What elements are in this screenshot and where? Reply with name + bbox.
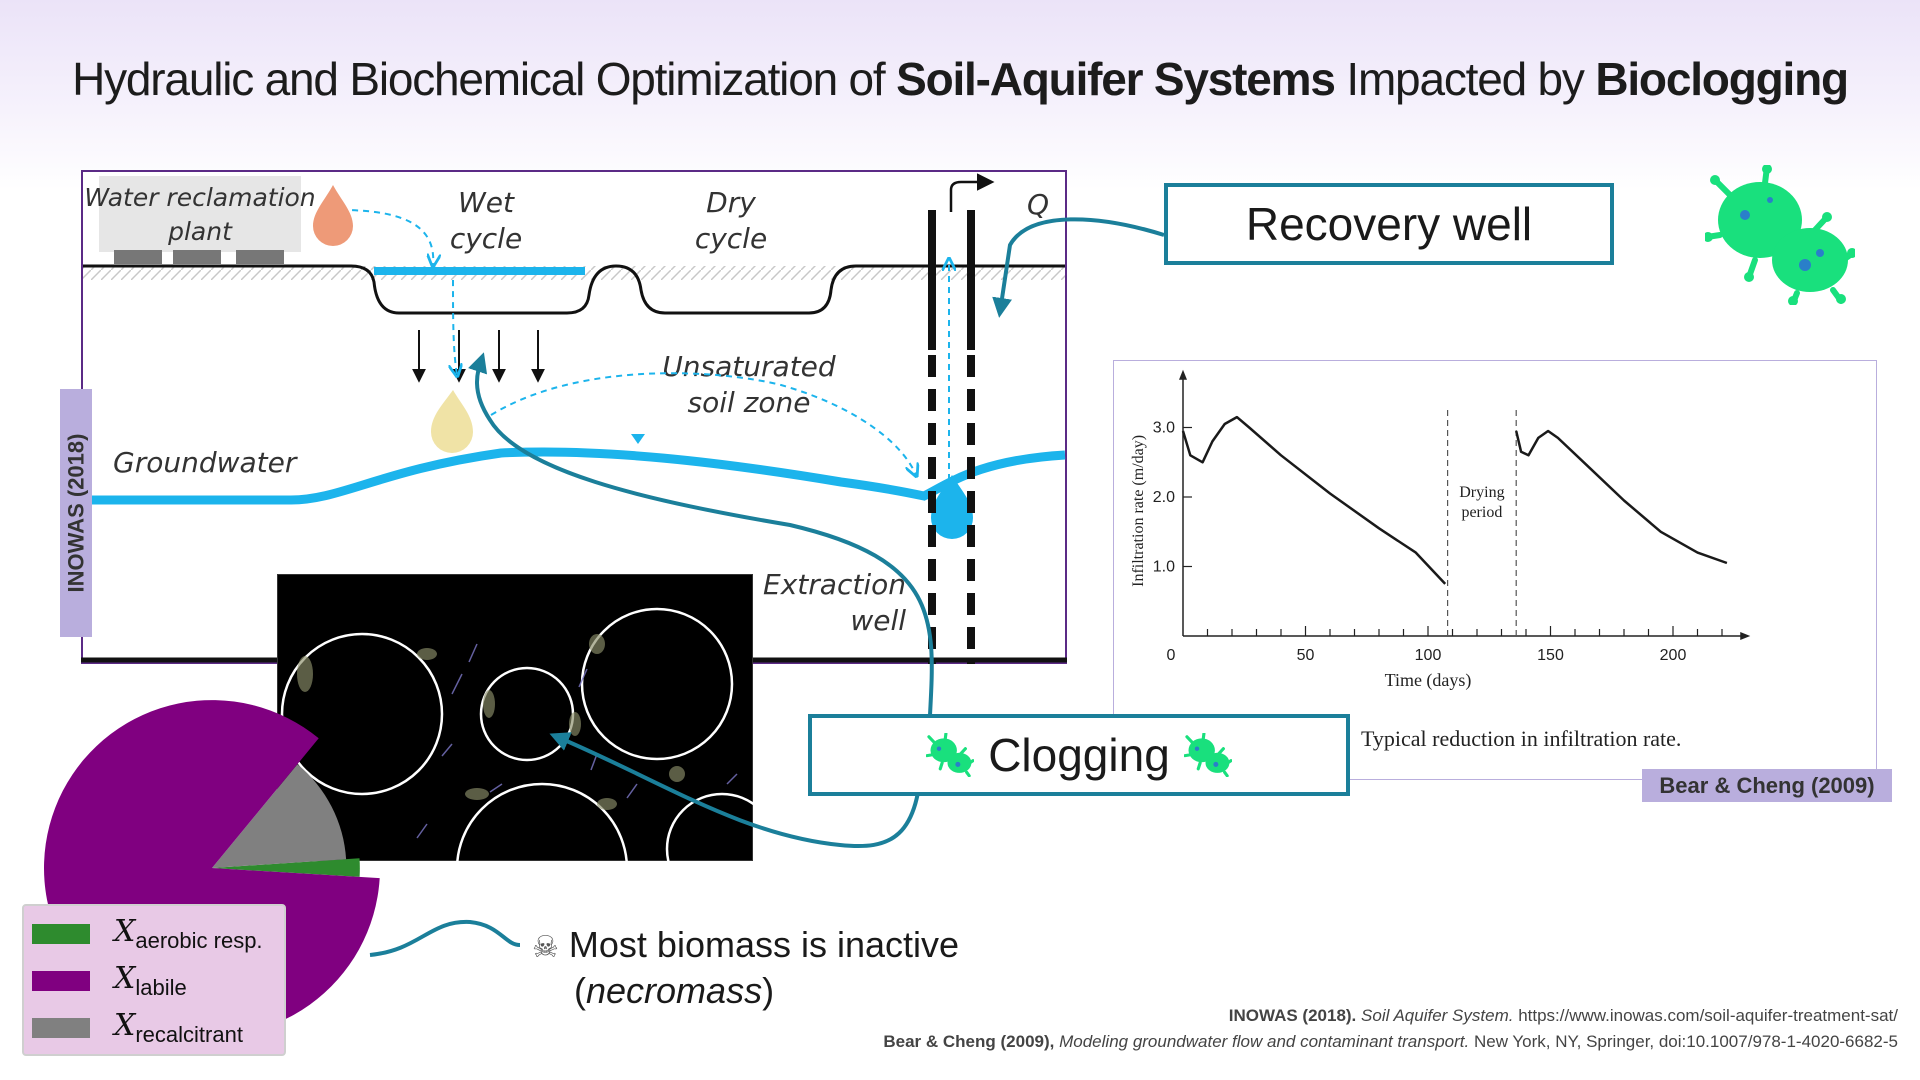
flow-q-arrow bbox=[949, 173, 995, 212]
plant-label: plant bbox=[167, 217, 233, 246]
extraction-well-label: Extraction bbox=[763, 568, 906, 601]
reference-detail: New York, NY, Springer, doi:10.1007/978-… bbox=[1469, 1032, 1898, 1051]
y-tick-label: 1.0 bbox=[1153, 559, 1175, 576]
legend-symbol: X bbox=[114, 961, 136, 996]
flow-q-label: Q bbox=[1027, 188, 1049, 221]
clogging-box: Clogging bbox=[808, 714, 1350, 796]
extraction-well-label: well bbox=[850, 604, 906, 637]
plant-tank bbox=[173, 250, 221, 264]
reference-author: Bear & Cheng (2009), bbox=[883, 1032, 1055, 1051]
recovery-well-label: Recovery well bbox=[1245, 198, 1533, 250]
legend-subscript: recalcitrant bbox=[135, 1022, 243, 1047]
x-tick-label: 0 bbox=[1167, 647, 1176, 664]
plant-tank bbox=[114, 250, 162, 264]
dry-cycle-label: cycle bbox=[695, 222, 767, 255]
infiltration-rate-line bbox=[1514, 429, 1728, 565]
legend-symbol: X bbox=[114, 1008, 136, 1043]
flow-path-arrow bbox=[340, 209, 433, 265]
necromass-line2: necromass bbox=[586, 970, 763, 1011]
x-axis-label: Time (days) bbox=[1385, 670, 1472, 691]
water-drop-icon bbox=[431, 390, 473, 453]
source-tag-bear-cheng: Bear & Cheng (2009) bbox=[1642, 769, 1892, 802]
reference-detail: https://www.inowas.com/soil-aquifer-trea… bbox=[1513, 1006, 1898, 1025]
flow-path-arrow bbox=[490, 372, 916, 475]
recovery-well-box: Recovery well bbox=[1164, 183, 1614, 265]
source-tag-inowas: INOWAS (2018) bbox=[60, 389, 92, 637]
legend-subscript: aerobic resp. bbox=[135, 928, 263, 953]
legend-item: Xrecalcitrant bbox=[32, 1008, 243, 1048]
clogging-label: Clogging bbox=[988, 729, 1170, 781]
necromass-line2-wrap: (necromass) bbox=[574, 970, 775, 1011]
x-tick-label: 50 bbox=[1297, 647, 1315, 664]
necromass-line1: Most biomass is inactive bbox=[568, 924, 960, 965]
reference-inowas: INOWAS (2018). Soil Aquifer System. http… bbox=[1229, 1006, 1898, 1026]
legend-item: Xlabile bbox=[32, 961, 187, 1001]
unsaturated-zone-label: soil zone bbox=[688, 386, 811, 419]
pore-microscopy-image bbox=[277, 574, 753, 861]
chart-caption: Typical reduction in infiltration rate. bbox=[1361, 726, 1681, 751]
infiltration-rate-line bbox=[1181, 415, 1447, 585]
legend-swatch bbox=[32, 971, 90, 991]
dry-cycle-label: Dry bbox=[706, 186, 756, 219]
flow-path-arrow bbox=[453, 279, 457, 375]
recovery-well-arrow bbox=[992, 217, 1165, 318]
bacteria-icon bbox=[1183, 733, 1232, 777]
reference-bear-cheng: Bear & Cheng (2009), Modeling groundwate… bbox=[883, 1032, 1898, 1052]
drying-period-label: Drying bbox=[1459, 484, 1504, 501]
x-axis-arrow bbox=[1740, 632, 1751, 640]
chart-axes: 0 50 100 150 200 1.0 2.0 3.0 bbox=[1153, 369, 1751, 664]
legend-symbol: X bbox=[114, 914, 136, 949]
groundwater-table bbox=[83, 447, 1066, 505]
clogging-arrow bbox=[549, 732, 924, 849]
plant-building bbox=[99, 176, 301, 252]
legend-subscript: labile bbox=[135, 975, 187, 1000]
unsaturated-zone-label: Unsaturated bbox=[662, 350, 836, 383]
skull-crossbones-icon: ☠ bbox=[532, 930, 559, 965]
legend-label: Xrecalcitrant bbox=[114, 1008, 243, 1048]
page-title: Hydraulic and Biochemical Optimization o… bbox=[0, 52, 1920, 106]
title-bold-text: Soil-Aquifer Systems bbox=[896, 53, 1336, 105]
pie-slice bbox=[212, 764, 347, 868]
ground-surface bbox=[83, 264, 1065, 315]
y-axis-label: Infiltration rate (m/day) bbox=[1130, 435, 1147, 587]
necromass-connector bbox=[369, 919, 521, 957]
water-drop-icon bbox=[313, 185, 353, 246]
reference-author: INOWAS (2018). bbox=[1228, 1006, 1357, 1025]
clogging-arrow bbox=[468, 352, 934, 716]
legend-swatch bbox=[32, 1018, 90, 1038]
legend-item: Xaerobic resp. bbox=[32, 914, 263, 954]
drying-period-label: period bbox=[1461, 504, 1502, 521]
chart-lines bbox=[1181, 415, 1728, 585]
x-tick-label: 200 bbox=[1660, 647, 1687, 664]
plant-label: Water reclamation bbox=[84, 183, 315, 212]
legend-swatch bbox=[32, 924, 90, 944]
pie-legend: Xaerobic resp. Xlabile Xrecalcitrant bbox=[22, 904, 286, 1056]
source-tag-text: Bear & Cheng (2009) bbox=[1659, 772, 1875, 798]
groundwater-label: Groundwater bbox=[113, 446, 298, 479]
x-tick-label: 150 bbox=[1537, 647, 1564, 664]
legend-label: Xlabile bbox=[114, 961, 187, 1001]
y-axis-arrow bbox=[1179, 369, 1187, 380]
infiltration-chart-panel bbox=[1113, 360, 1877, 780]
bacteria-icon bbox=[1705, 165, 1855, 305]
wet-cycle-label: Wet bbox=[458, 186, 515, 219]
necromass-statement: ☠ Most biomass is inactive bbox=[532, 924, 959, 966]
legend-label: Xaerobic resp. bbox=[114, 914, 263, 954]
pie-slice bbox=[212, 858, 360, 877]
wet-cycle-label: cycle bbox=[450, 222, 522, 255]
title-text: Hydraulic and Biochemical Optimization o… bbox=[72, 53, 897, 105]
x-tick-label: 100 bbox=[1415, 647, 1442, 664]
y-tick-label: 3.0 bbox=[1153, 420, 1175, 437]
bacteria-icon bbox=[926, 733, 975, 777]
title-text: Impacted by bbox=[1334, 53, 1596, 105]
water-table-marker bbox=[631, 434, 645, 444]
title-bold-text: Bioclogging bbox=[1595, 53, 1849, 105]
reference-title: Modeling groundwater flow and contaminan… bbox=[1059, 1032, 1470, 1051]
y-tick-label: 2.0 bbox=[1153, 489, 1175, 506]
reference-title: Soil Aquifer System. bbox=[1361, 1006, 1514, 1025]
water-drop-icon bbox=[931, 475, 973, 539]
infiltration-rate-chart: 0 50 100 150 200 1.0 2.0 3.0 Time (days) Infilt… bbox=[1130, 369, 1751, 751]
plant-tank bbox=[236, 250, 284, 264]
